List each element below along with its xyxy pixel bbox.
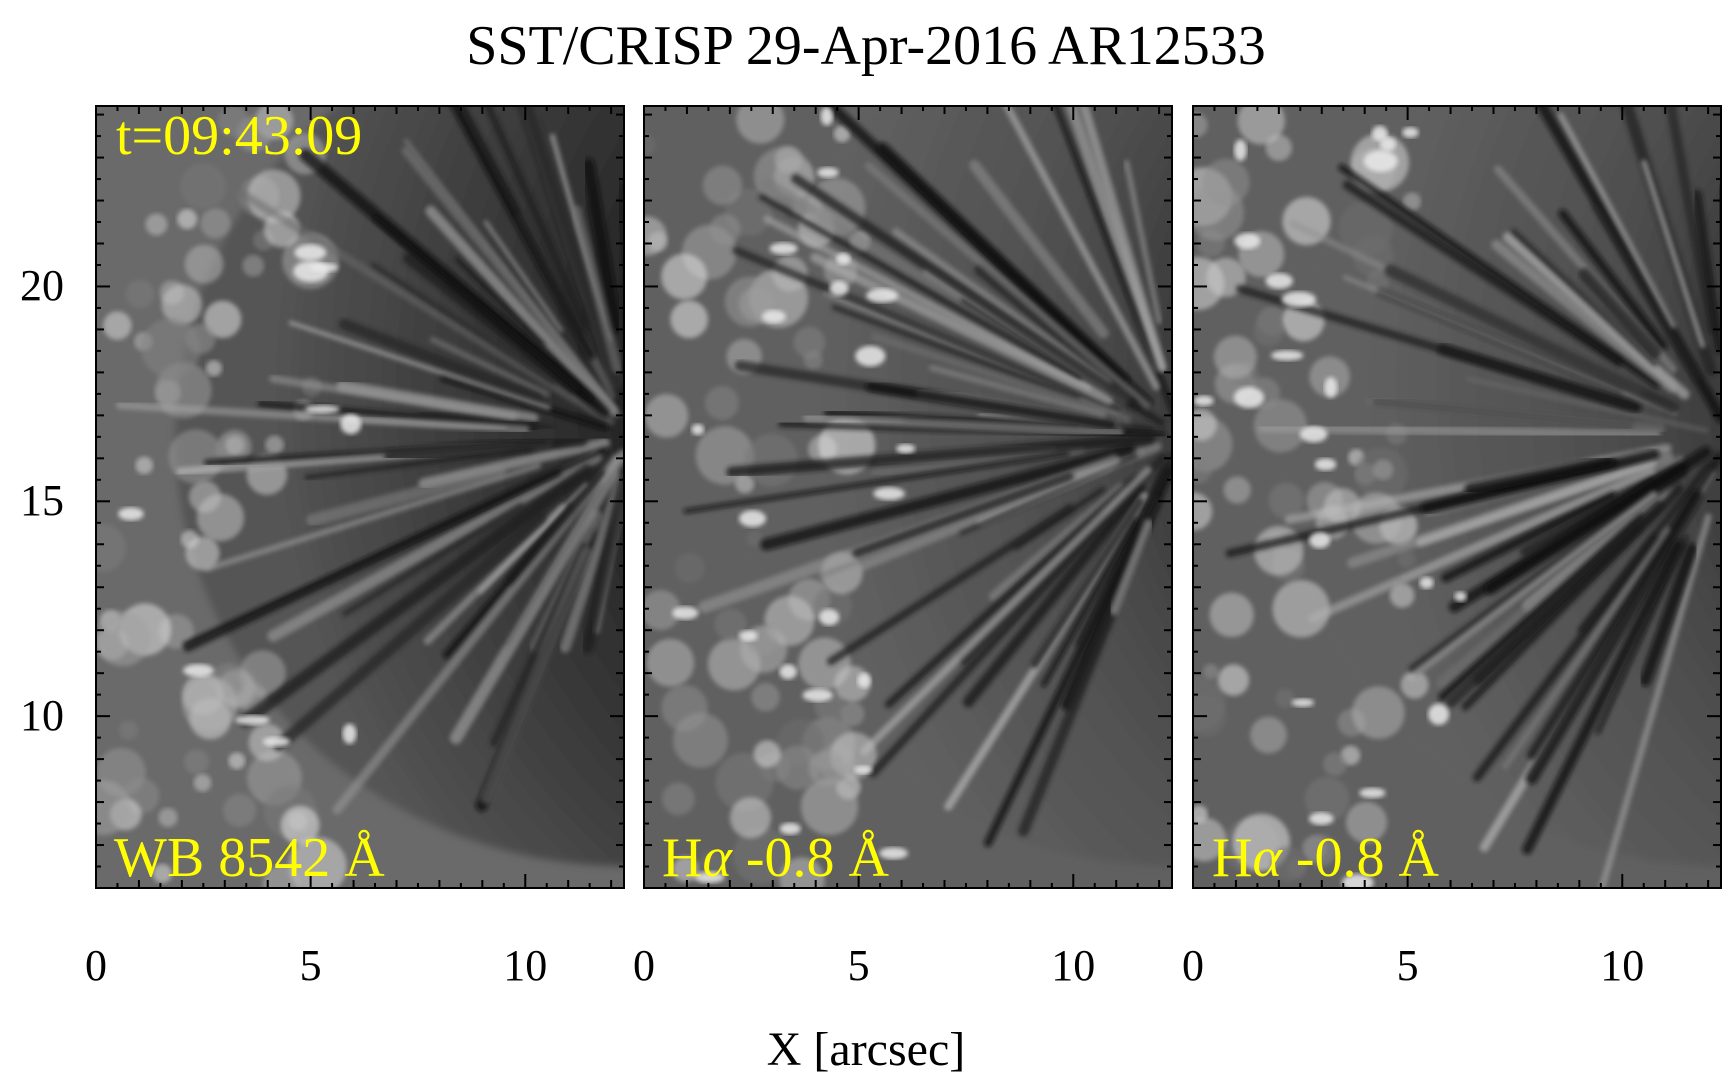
panel-1-frame bbox=[95, 105, 625, 889]
panel-2-frame bbox=[643, 105, 1173, 889]
panel-2-label-prefix: H bbox=[662, 827, 703, 889]
figure-title: SST/CRISP 29-Apr-2016 AR12533 bbox=[466, 15, 1266, 77]
x-tick-label: 10 bbox=[1051, 941, 1096, 990]
y-tick-label: 10 bbox=[20, 691, 64, 741]
panel-3-label-suffix: -0.8 Å bbox=[1281, 827, 1439, 889]
x-axis-title: X [arcsec] bbox=[766, 1023, 966, 1076]
panel-2-label: Hα -0.8 Å bbox=[662, 826, 889, 890]
panel-2-label-symbol: α bbox=[702, 827, 732, 889]
x-tick-label: 0 bbox=[85, 941, 107, 990]
panel-3-label-prefix: H bbox=[1212, 827, 1253, 889]
x-tick-label: 5 bbox=[847, 941, 870, 990]
panel-3-image bbox=[1193, 106, 1721, 888]
time-stamp-label: t=09:43:09 bbox=[116, 105, 363, 167]
panel-3-frame bbox=[1192, 105, 1722, 889]
x-tick-label: 5 bbox=[299, 941, 322, 990]
y-tick-label: 20 bbox=[20, 261, 64, 311]
x-tick-label: 5 bbox=[1396, 941, 1419, 990]
panel-3-label-symbol: α bbox=[1252, 827, 1282, 889]
x-tick-label: 0 bbox=[1182, 941, 1204, 990]
panel-1-label: WB 8542 Å bbox=[114, 827, 385, 889]
panel-2-image bbox=[644, 106, 1172, 888]
panel-1-image bbox=[96, 106, 624, 888]
x-tick-label: 10 bbox=[1600, 941, 1645, 990]
panel-3-label: Hα -0.8 Å bbox=[1212, 826, 1439, 890]
x-tick-label: 10 bbox=[503, 941, 548, 990]
panel-2-label-suffix: -0.8 Å bbox=[731, 827, 889, 889]
x-tick-label: 0 bbox=[633, 941, 655, 990]
y-tick-label: 15 bbox=[20, 476, 64, 526]
